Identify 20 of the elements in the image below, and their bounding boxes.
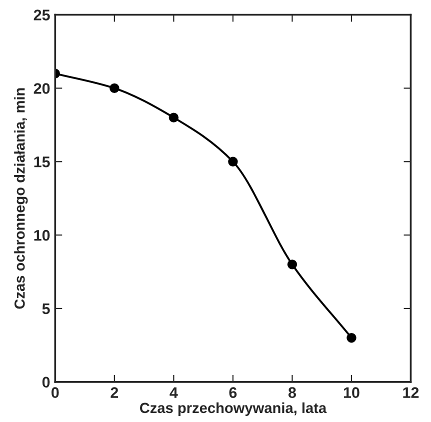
point bbox=[228, 156, 238, 166]
y-tick-label: 0 bbox=[42, 376, 50, 388]
y-tick-label: 5 bbox=[42, 304, 50, 314]
y-tick-label: 25 bbox=[34, 10, 50, 20]
y-tick-label: 20 bbox=[34, 83, 50, 94]
y-tick-label: 15 bbox=[34, 156, 50, 168]
x-tick-label: 8 bbox=[288, 387, 296, 398]
y-tick-label: 10 bbox=[34, 230, 50, 241]
point bbox=[110, 83, 120, 94]
x-tick-label: 4 bbox=[170, 387, 178, 398]
point bbox=[287, 260, 298, 270]
y-axis-title: Czas ochronnego działania, min bbox=[14, 88, 28, 309]
x-axis-title: Czas przechowywania, lata bbox=[140, 402, 327, 416]
point bbox=[346, 332, 356, 343]
x-tick-label: 2 bbox=[110, 387, 118, 398]
x-tick-label: 0 bbox=[52, 387, 59, 398]
x-tick-label: 10 bbox=[344, 387, 360, 398]
x-tick-label: 6 bbox=[229, 387, 237, 398]
x-tick-label: 12 bbox=[403, 387, 419, 398]
point bbox=[168, 112, 179, 122]
